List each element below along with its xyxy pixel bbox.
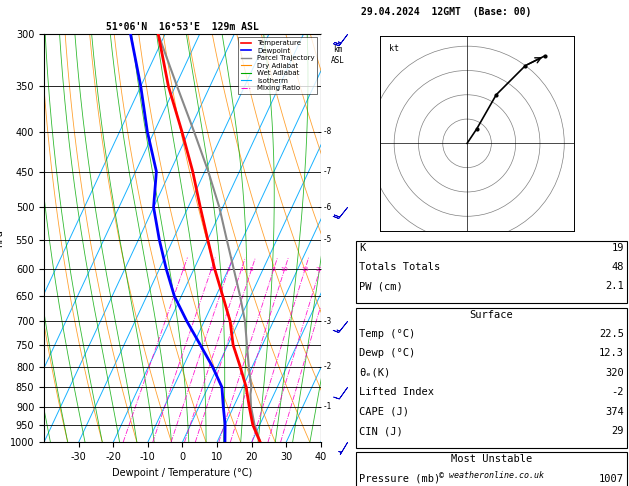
Text: Temp (°C): Temp (°C) <box>359 329 415 339</box>
X-axis label: Dewpoint / Temperature (°C): Dewpoint / Temperature (°C) <box>113 468 252 478</box>
Y-axis label: hPa: hPa <box>0 229 4 247</box>
Text: 29.04.2024  12GMT  (Base: 00): 29.04.2024 12GMT (Base: 00) <box>361 7 532 17</box>
Text: 12.3: 12.3 <box>599 348 624 359</box>
Text: CAPE (J): CAPE (J) <box>359 407 409 417</box>
Text: Totals Totals: Totals Totals <box>359 262 440 272</box>
Text: -6: -6 <box>323 203 331 212</box>
Text: -2: -2 <box>323 362 331 371</box>
Text: -2: -2 <box>611 387 624 398</box>
Text: 320: 320 <box>605 368 624 378</box>
Text: 8: 8 <box>272 266 276 272</box>
Text: 10: 10 <box>281 266 288 272</box>
Text: kt: kt <box>389 44 399 53</box>
Text: -1: -1 <box>323 402 331 411</box>
Text: 2.1: 2.1 <box>605 281 624 292</box>
Text: Lifted Index: Lifted Index <box>359 387 434 398</box>
Text: 5: 5 <box>250 266 253 272</box>
Text: 374: 374 <box>605 407 624 417</box>
Text: Pressure (mb): Pressure (mb) <box>359 474 440 484</box>
Text: θₑ(K): θₑ(K) <box>359 368 391 378</box>
Text: © weatheronline.co.uk: © weatheronline.co.uk <box>439 470 544 480</box>
Text: Most Unstable: Most Unstable <box>451 454 532 465</box>
Text: 3: 3 <box>226 266 230 272</box>
Text: km
ASL: km ASL <box>331 45 345 65</box>
Text: 20: 20 <box>316 266 324 272</box>
Text: Dewp (°C): Dewp (°C) <box>359 348 415 359</box>
Text: Surface: Surface <box>470 310 513 320</box>
Text: -3: -3 <box>323 317 331 326</box>
Text: 19: 19 <box>611 243 624 253</box>
Text: 48: 48 <box>611 262 624 272</box>
Title: 51°06'N  16°53'E  129m ASL: 51°06'N 16°53'E 129m ASL <box>106 22 259 32</box>
Legend: Temperature, Dewpoint, Parcel Trajectory, Dry Adiabat, Wet Adiabat, Isotherm, Mi: Temperature, Dewpoint, Parcel Trajectory… <box>238 37 317 94</box>
Text: CIN (J): CIN (J) <box>359 426 403 436</box>
Text: PW (cm): PW (cm) <box>359 281 403 292</box>
Text: 1007: 1007 <box>599 474 624 484</box>
Text: K: K <box>359 243 365 253</box>
Text: -8: -8 <box>323 127 331 136</box>
Text: 4: 4 <box>239 266 243 272</box>
Text: 2: 2 <box>209 266 213 272</box>
Text: 1: 1 <box>181 266 185 272</box>
Text: 15: 15 <box>301 266 309 272</box>
Text: 29: 29 <box>611 426 624 436</box>
Text: -5: -5 <box>323 235 331 244</box>
Text: -7: -7 <box>323 167 331 176</box>
Text: 22.5: 22.5 <box>599 329 624 339</box>
